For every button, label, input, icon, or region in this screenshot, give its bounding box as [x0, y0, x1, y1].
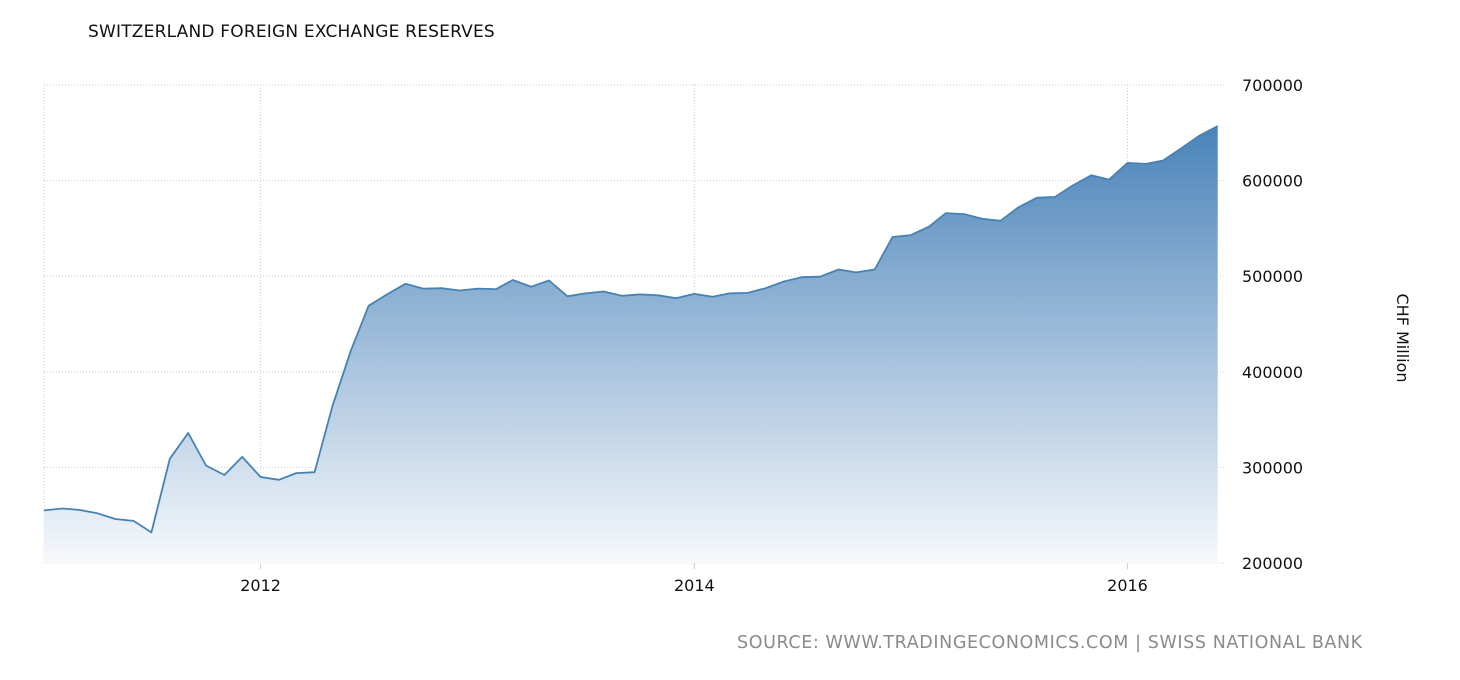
data-point: [132, 519, 136, 523]
data-point: [565, 294, 569, 298]
data-point: [222, 473, 226, 477]
data-point: [583, 291, 587, 295]
data-point: [891, 235, 895, 239]
data-point: [457, 289, 461, 293]
data-point: [294, 471, 298, 475]
y-tick-label: 400000: [1242, 363, 1303, 382]
data-point: [168, 457, 172, 461]
data-point: [421, 287, 425, 291]
data-point: [277, 478, 281, 482]
data-point: [367, 304, 371, 308]
data-point: [854, 270, 858, 274]
x-axis-ticks: 2012 2014 2016: [240, 563, 1148, 595]
x-tick-label: 2012: [240, 576, 281, 595]
data-point: [313, 470, 317, 474]
data-point: [818, 275, 822, 279]
data-point: [873, 268, 877, 272]
data-point: [692, 292, 696, 296]
data-point: [385, 292, 389, 296]
data-point: [1107, 178, 1111, 182]
data-point: [259, 475, 263, 479]
data-point: [1089, 173, 1093, 177]
data-point: [800, 275, 804, 279]
data-point: [149, 530, 153, 534]
data-point: [980, 217, 984, 221]
x-tick-label: 2014: [674, 576, 715, 595]
data-point: [77, 508, 81, 512]
data-point: [782, 280, 786, 284]
data-point: [638, 292, 642, 296]
data-point: [764, 286, 768, 290]
y-axis-ticks: 200000 300000 400000 500000 600000 700000: [1242, 76, 1303, 573]
data-point: [944, 211, 948, 215]
y-tick-label: 700000: [1242, 76, 1303, 95]
source-attribution: SOURCE: WWW.TRADINGECONOMICS.COM | SWISS…: [737, 633, 1363, 653]
data-point: [927, 225, 931, 229]
data-point: [1161, 159, 1165, 163]
x-tick-label: 2016: [1107, 576, 1148, 595]
data-point: [403, 282, 407, 286]
data-point: [1053, 195, 1057, 199]
data-point: [1126, 161, 1130, 165]
series-line: [43, 125, 1219, 534]
data-point: [909, 233, 913, 237]
data-point: [186, 431, 190, 435]
y-tick-label: 500000: [1242, 267, 1303, 286]
data-point: [113, 517, 117, 521]
data-point: [1016, 205, 1020, 209]
data-point: [440, 286, 444, 290]
data-point: [711, 295, 715, 299]
data-point: [529, 285, 533, 289]
data-point: [1180, 146, 1184, 150]
data-point: [494, 287, 498, 291]
data-point: [602, 290, 606, 294]
data-point: [476, 287, 480, 291]
chart-title: SWITZERLAND FOREIGN EXCHANGE RESERVES: [88, 22, 495, 42]
data-point: [837, 268, 841, 272]
series-area-fill: [44, 126, 1218, 563]
data-point: [240, 455, 244, 459]
data-point: [60, 507, 64, 511]
y-tick-label: 300000: [1242, 458, 1303, 477]
data-point: [999, 219, 1003, 223]
y-tick-label: 600000: [1242, 172, 1303, 191]
data-point: [962, 212, 966, 216]
data-point: [620, 294, 624, 298]
data-point: [547, 279, 551, 283]
data-point: [511, 278, 515, 282]
data-point: [330, 404, 334, 408]
data-point: [674, 296, 678, 300]
data-point: [656, 293, 660, 297]
data-point: [1216, 124, 1220, 128]
data-point: [1071, 183, 1075, 187]
data-point: [42, 508, 46, 512]
data-point: [746, 291, 750, 295]
data-point: [95, 511, 99, 515]
y-tick-label: 200000: [1242, 554, 1303, 573]
data-point: [1197, 134, 1201, 138]
data-point: [1144, 162, 1148, 166]
y-axis-title: CHF Million: [1393, 293, 1412, 382]
data-point: [727, 291, 731, 295]
data-point: [349, 349, 353, 353]
data-point: [1035, 196, 1039, 200]
data-point: [204, 464, 208, 468]
